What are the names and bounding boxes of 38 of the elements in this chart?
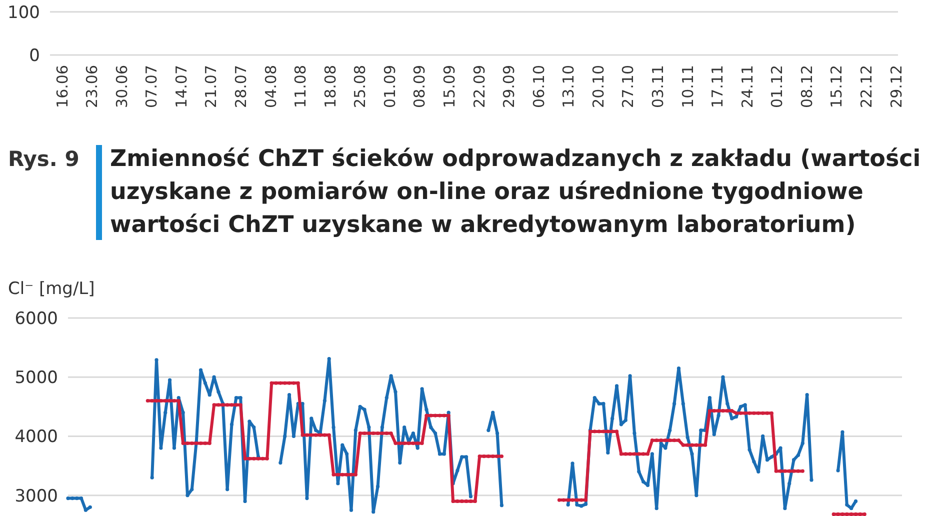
x-tick-label: 03.11 xyxy=(648,65,667,108)
x-tick-label: 22.09 xyxy=(470,65,488,108)
x-tick-label: 11.08 xyxy=(292,65,310,108)
x-tick-label: 10.11 xyxy=(678,65,697,108)
text: Rys. 9 xyxy=(8,147,80,171)
x-tick-label: 15.12 xyxy=(828,65,846,108)
x-tick-label: 13.10 xyxy=(560,65,578,108)
x-tick-label: 28.07 xyxy=(232,65,250,108)
x-tick-label: 07.07 xyxy=(142,65,161,108)
x-tick-label: 29.09 xyxy=(500,65,518,108)
x-tick-label: 29.12 xyxy=(887,65,906,108)
x-tick-label: 21.07 xyxy=(202,65,220,108)
x-tick-label: 20.10 xyxy=(589,65,608,108)
x-tick-label: 01.12 xyxy=(768,65,786,108)
y-tick-label: 100 xyxy=(8,2,40,23)
x-tick-label: 30.06 xyxy=(112,65,131,108)
x-tick-label: 06.10 xyxy=(530,65,548,108)
x-tick-label: 14.07 xyxy=(172,65,190,108)
x-tick-label: 25.08 xyxy=(351,65,370,108)
y-tick-label: 4000 xyxy=(14,427,58,448)
x-tick-label: 08.09 xyxy=(410,65,429,108)
text: Zmienność ChZT ścieków odprowadzanych z zakładu (wartości uzyskane z pomiarów on-line oraz uśrednione tygodniowe wartości ChZT uzyskane w akredytowanym laboratorium) xyxy=(110,146,921,238)
x-tick-label: 15.09 xyxy=(440,65,458,108)
x-tick-label: 17.11 xyxy=(708,65,727,108)
x-tick-label: 16.06 xyxy=(53,65,72,108)
x-tick-label: 23.06 xyxy=(83,65,102,108)
y-tick-label: 6000 xyxy=(14,308,58,329)
x-tick-label: 08.12 xyxy=(798,65,816,108)
x-tick-label: 18.08 xyxy=(321,65,340,108)
y-axis-title: Cl⁻ [mg/L] xyxy=(8,279,95,299)
y-tick-label: 0 xyxy=(29,46,40,66)
x-tick-label: 01.09 xyxy=(380,65,399,108)
x-tick-label: 22.12 xyxy=(857,65,876,108)
y-tick-label: 5000 xyxy=(14,368,58,388)
x-tick-label: 24.11 xyxy=(738,65,756,108)
y-tick-label: 3000 xyxy=(14,486,58,506)
x-tick-label: 04.08 xyxy=(262,65,280,108)
x-tick-label: 27.10 xyxy=(619,65,638,108)
